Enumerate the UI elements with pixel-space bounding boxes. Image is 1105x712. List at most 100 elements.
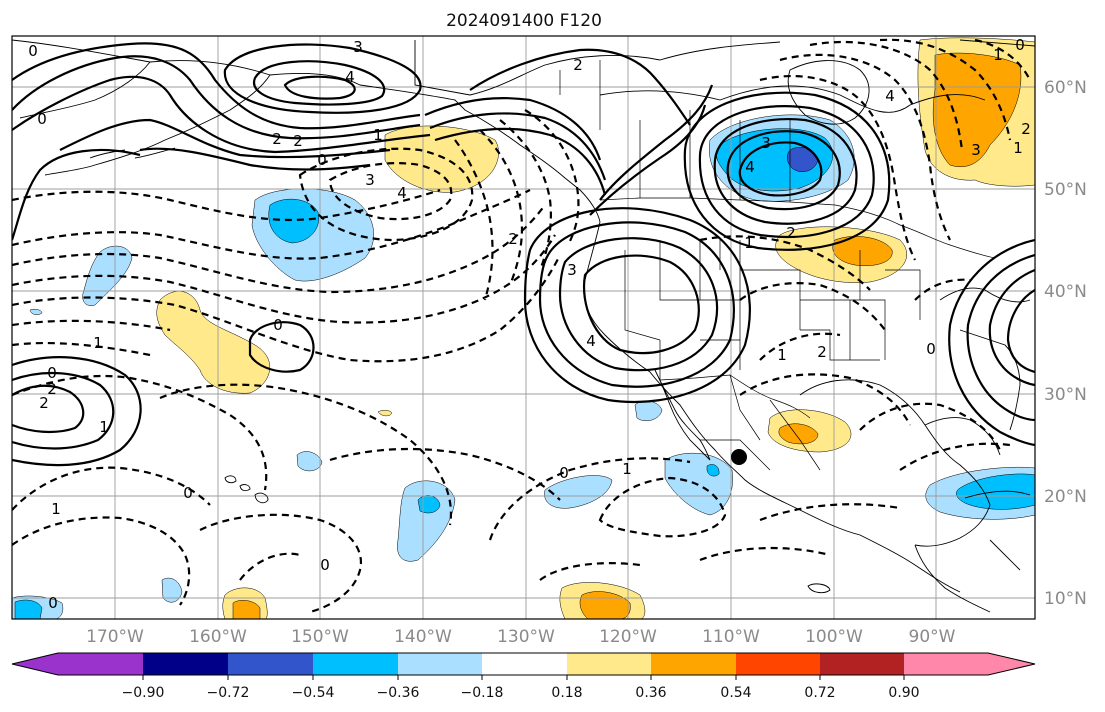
lat-labels: 60°N 50°N 40°N 30°N 20°N 10°N: [1044, 78, 1087, 609]
contour-dashed: [12, 319, 171, 332]
contour-dashed: [298, 147, 474, 242]
contour-solid: [698, 105, 875, 238]
contour-dashed: [699, 235, 871, 291]
colorbar-bin: [482, 653, 567, 675]
contour-labels: 0 3 4 2 2 0 3 4 0 2 1 0 1 0 2 2 1 0 1 0 …: [28, 36, 1031, 612]
contour-dashed: [329, 447, 561, 501]
contour-dashed: [499, 119, 552, 271]
lon-label: 140°W: [394, 627, 452, 647]
contour-solid: [429, 112, 607, 181]
shade-orange-blob: [778, 423, 819, 445]
lon-label: 170°W: [86, 627, 144, 647]
coast-hudson: [787, 60, 870, 125]
contour-label: 1: [51, 500, 61, 518]
map-content: 0 3 4 2 2 0 3 4 0 2 1 0 1 0 2 2 1 0 1 0 …: [12, 36, 1035, 619]
contour-solid: [223, 43, 422, 114]
contours: [12, 38, 1035, 614]
colorbar-tick-label: 0.54: [720, 685, 751, 701]
contour-label: 4: [885, 87, 895, 105]
shade-lightblue-blob: [296, 451, 323, 472]
contour-label: 2: [573, 56, 583, 74]
contour-solid: [12, 372, 115, 450]
colorbar-tick-label: −0.90: [122, 685, 165, 701]
contour-label: 2: [39, 394, 49, 412]
location-marker-dot: [731, 449, 747, 465]
contour-dashed: [699, 546, 831, 562]
shade-yellow-blob: [377, 409, 393, 417]
contour-label: 2: [786, 224, 796, 242]
lat-label: 20°N: [1044, 487, 1087, 507]
colorbar-bin: [58, 653, 143, 675]
contour-label: 4: [345, 68, 355, 86]
contour-dashed: [739, 373, 911, 426]
contour-solid: [713, 118, 858, 225]
colorbar-bin: [820, 653, 904, 675]
colorbar-tick-label: −0.54: [292, 685, 335, 701]
colorbar-bin: [567, 653, 651, 675]
contour-solid: [582, 254, 700, 355]
lat-label: 30°N: [1044, 385, 1087, 405]
shade-lightblue-blob: [29, 308, 43, 315]
contour-label: 1: [744, 234, 754, 252]
colorbar-tick-label: 0.90: [888, 685, 919, 701]
contour-dashed: [859, 402, 1001, 451]
contour-label: 0: [320, 556, 330, 574]
contour-dashed: [914, 278, 971, 301]
coast-canada-north: [414, 40, 986, 113]
contour-solid: [683, 91, 891, 251]
colorbar-ticks: [142, 675, 905, 680]
contour-label: 3: [353, 38, 363, 56]
lon-label: 150°W: [291, 627, 349, 647]
contour-dashed: [12, 188, 441, 222]
contour-dashed: [899, 442, 1011, 471]
lat-label: 50°N: [1044, 180, 1087, 200]
contour-solid: [523, 207, 751, 404]
shade-orange-blob: [932, 52, 1022, 168]
contour-solid: [738, 141, 823, 197]
contour-solid: [1006, 289, 1035, 374]
contour-dashed: [239, 552, 301, 581]
shade-lightblue-blob: [397, 480, 456, 562]
colorbar-tick-label: −0.36: [377, 685, 420, 701]
colorbar-tick-label: 0.36: [635, 685, 666, 701]
contour-dashed: [974, 38, 1031, 81]
contour-dashed: [328, 162, 453, 221]
contour-dashed: [199, 513, 363, 614]
contour-dashed: [759, 74, 916, 261]
colorbar-outline: [11, 652, 1036, 676]
contour-dashed: [524, 109, 580, 246]
colorbar-low-extend: [12, 653, 58, 675]
contour-label: 0: [926, 340, 936, 358]
contour-dashed: [879, 38, 1012, 141]
contour-solid: [12, 55, 421, 140]
lat-label: 40°N: [1044, 282, 1087, 302]
coast-island: [807, 583, 831, 594]
contour-solid: [538, 221, 735, 388]
contour-solid: [248, 321, 315, 373]
contour-dashed: [479, 129, 524, 286]
contour-solid: [12, 75, 431, 154]
contour-solid: [283, 75, 356, 100]
colorbar-bin: [228, 653, 313, 675]
contour-dashed: [598, 476, 727, 538]
contour-label: 0: [48, 594, 58, 612]
contour-solid: [12, 384, 85, 434]
contour-label: 3: [567, 261, 577, 279]
contour-label: 3: [365, 171, 375, 189]
lon-label: 110°W: [702, 627, 760, 647]
shade-yellow-blob: [156, 291, 271, 394]
contour-solid: [252, 60, 386, 106]
lon-label: 130°W: [497, 627, 555, 647]
contour-solid: [988, 268, 1035, 387]
contour-label: 0: [183, 484, 193, 502]
lon-label: 90°W: [909, 627, 956, 647]
colorbar-tick-label: 0.72: [804, 685, 835, 701]
contour-label: 2: [817, 343, 827, 361]
contour-solid: [726, 130, 841, 211]
contour-label: 0: [28, 42, 38, 60]
shade-blue-blob: [14, 599, 43, 619]
contour-label: 1: [93, 334, 103, 352]
lon-labels: 170°W 160°W 150°W 140°W 130°W 120°W 110°…: [86, 627, 956, 647]
coast-cuba: [964, 490, 1031, 499]
